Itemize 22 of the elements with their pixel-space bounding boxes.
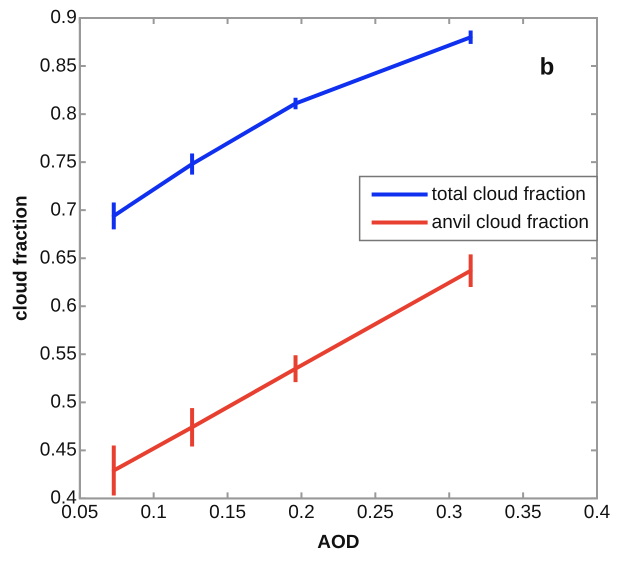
x-tick-label: 0.25	[356, 502, 394, 524]
x-tick-label: 0.3	[436, 502, 462, 524]
x-tick-label: 0.1	[140, 502, 167, 524]
y-tick-label: 0.65	[40, 247, 77, 268]
x-tick-label: 0.4	[584, 502, 611, 524]
x-axis-title: AOD	[317, 532, 360, 553]
legend-label: anvil cloud fraction	[432, 212, 590, 233]
y-axis-title: cloud fraction	[10, 195, 32, 322]
legend-label: total cloud fraction	[432, 184, 586, 205]
y-tick-label: 0.9	[50, 7, 77, 28]
annotation: b	[540, 54, 554, 81]
y-tick-label: 0.45	[40, 440, 77, 461]
y-tick-label: 0.55	[40, 344, 77, 365]
y-tick-label: 0.5	[50, 392, 77, 413]
x-tick-label: 0.2	[288, 502, 315, 524]
y-tick-label: 0.75	[40, 151, 77, 172]
y-tick-label: 0.85	[40, 55, 77, 76]
x-tick-label: 0.15	[209, 502, 246, 524]
x-tick-label: 0.35	[504, 502, 542, 524]
y-tick-label: 0.7	[50, 199, 77, 220]
y-tick-label: 0.6	[50, 295, 77, 316]
y-tick-label: 0.8	[50, 103, 77, 124]
